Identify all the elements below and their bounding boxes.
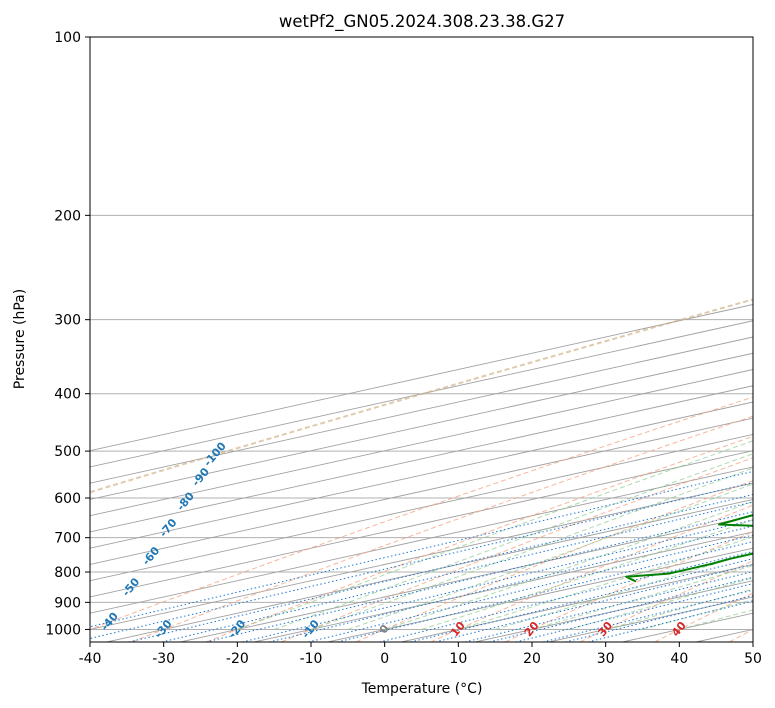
background-guide-lines [90,37,775,642]
x-tick-label: -40 [79,651,102,667]
y-tick-label: 400 [54,387,81,403]
isotherm-line [90,434,753,582]
mixing-ratio-line [337,541,753,642]
isotherm-line [770,37,775,642]
y-tick-label: 900 [54,595,81,611]
isotherm-line [106,499,753,642]
plot-frame [89,36,754,643]
dry-adiabat-line [579,560,753,642]
y-tick-label: 200 [54,208,81,224]
mixing-ratio-line [269,525,753,642]
isotherm-line [253,531,753,642]
dry-adiabat-line [131,415,753,642]
y-tick-label: 700 [54,531,81,547]
mixing-ratio-line [242,519,753,642]
isotherm-line [90,450,753,598]
dry-adiabat-line [206,435,753,642]
mixing-ratio-line [588,600,753,642]
isotherm-line [90,401,753,549]
chart-title: wetPf2_GN05.2024.308.23.38.G27 [279,12,565,32]
x-tick-label: 50 [744,651,762,667]
isotherm-line [90,336,753,484]
moist-adiabat-line [274,453,753,630]
y-tick-label: 800 [54,565,81,581]
moist-adiabat-line [237,440,753,630]
x-tick-label: 30 [597,651,615,667]
y-tick-label: 100 [54,30,81,46]
x-axis-ticks: -40 -30 -20 -10 0 10 20 30 40 50 [79,642,762,667]
dry-adiabat-line [355,480,753,642]
x-tick-label: 10 [449,651,467,667]
y-tick-label: 300 [54,313,81,329]
mixing-ratio-line [205,511,753,642]
moist-adiabat-line [384,501,753,630]
moist-adiabat-line [310,467,753,630]
isotherm-line [90,320,753,468]
y-tick-label: 600 [54,491,81,507]
x-tick-label: -20 [226,651,249,667]
mixing-ratio-line [90,482,753,640]
moist-adiabat-line [421,519,753,630]
mixing-ratio-line [308,534,753,642]
x-tick-label: -30 [152,651,175,667]
moist-adiabat-line [568,577,753,630]
x-tick-label: 40 [670,651,688,667]
x-tick-label: 0 [380,651,389,667]
y-axis-label: Pressure (hPa) [12,289,28,389]
y-tick-label: 1000 [45,622,81,638]
isotherm-line [180,515,753,642]
x-tick-label: -10 [300,651,323,667]
isotherm-line [90,466,753,614]
isotherm-line [90,482,753,630]
dry-adiabat-line [90,298,753,494]
x-axis-label: Temperature (°C) [361,681,483,697]
x-tick-label: 20 [523,651,541,667]
isotherm-line [90,304,753,452]
y-tick-label: 500 [54,444,81,460]
isotherm-line [90,417,753,565]
y-axis-ticks: 100 200 300 400 500 600 700 800 900 1000 [45,30,90,638]
plot-background [90,37,753,642]
moist-adiabat-line [495,551,753,630]
